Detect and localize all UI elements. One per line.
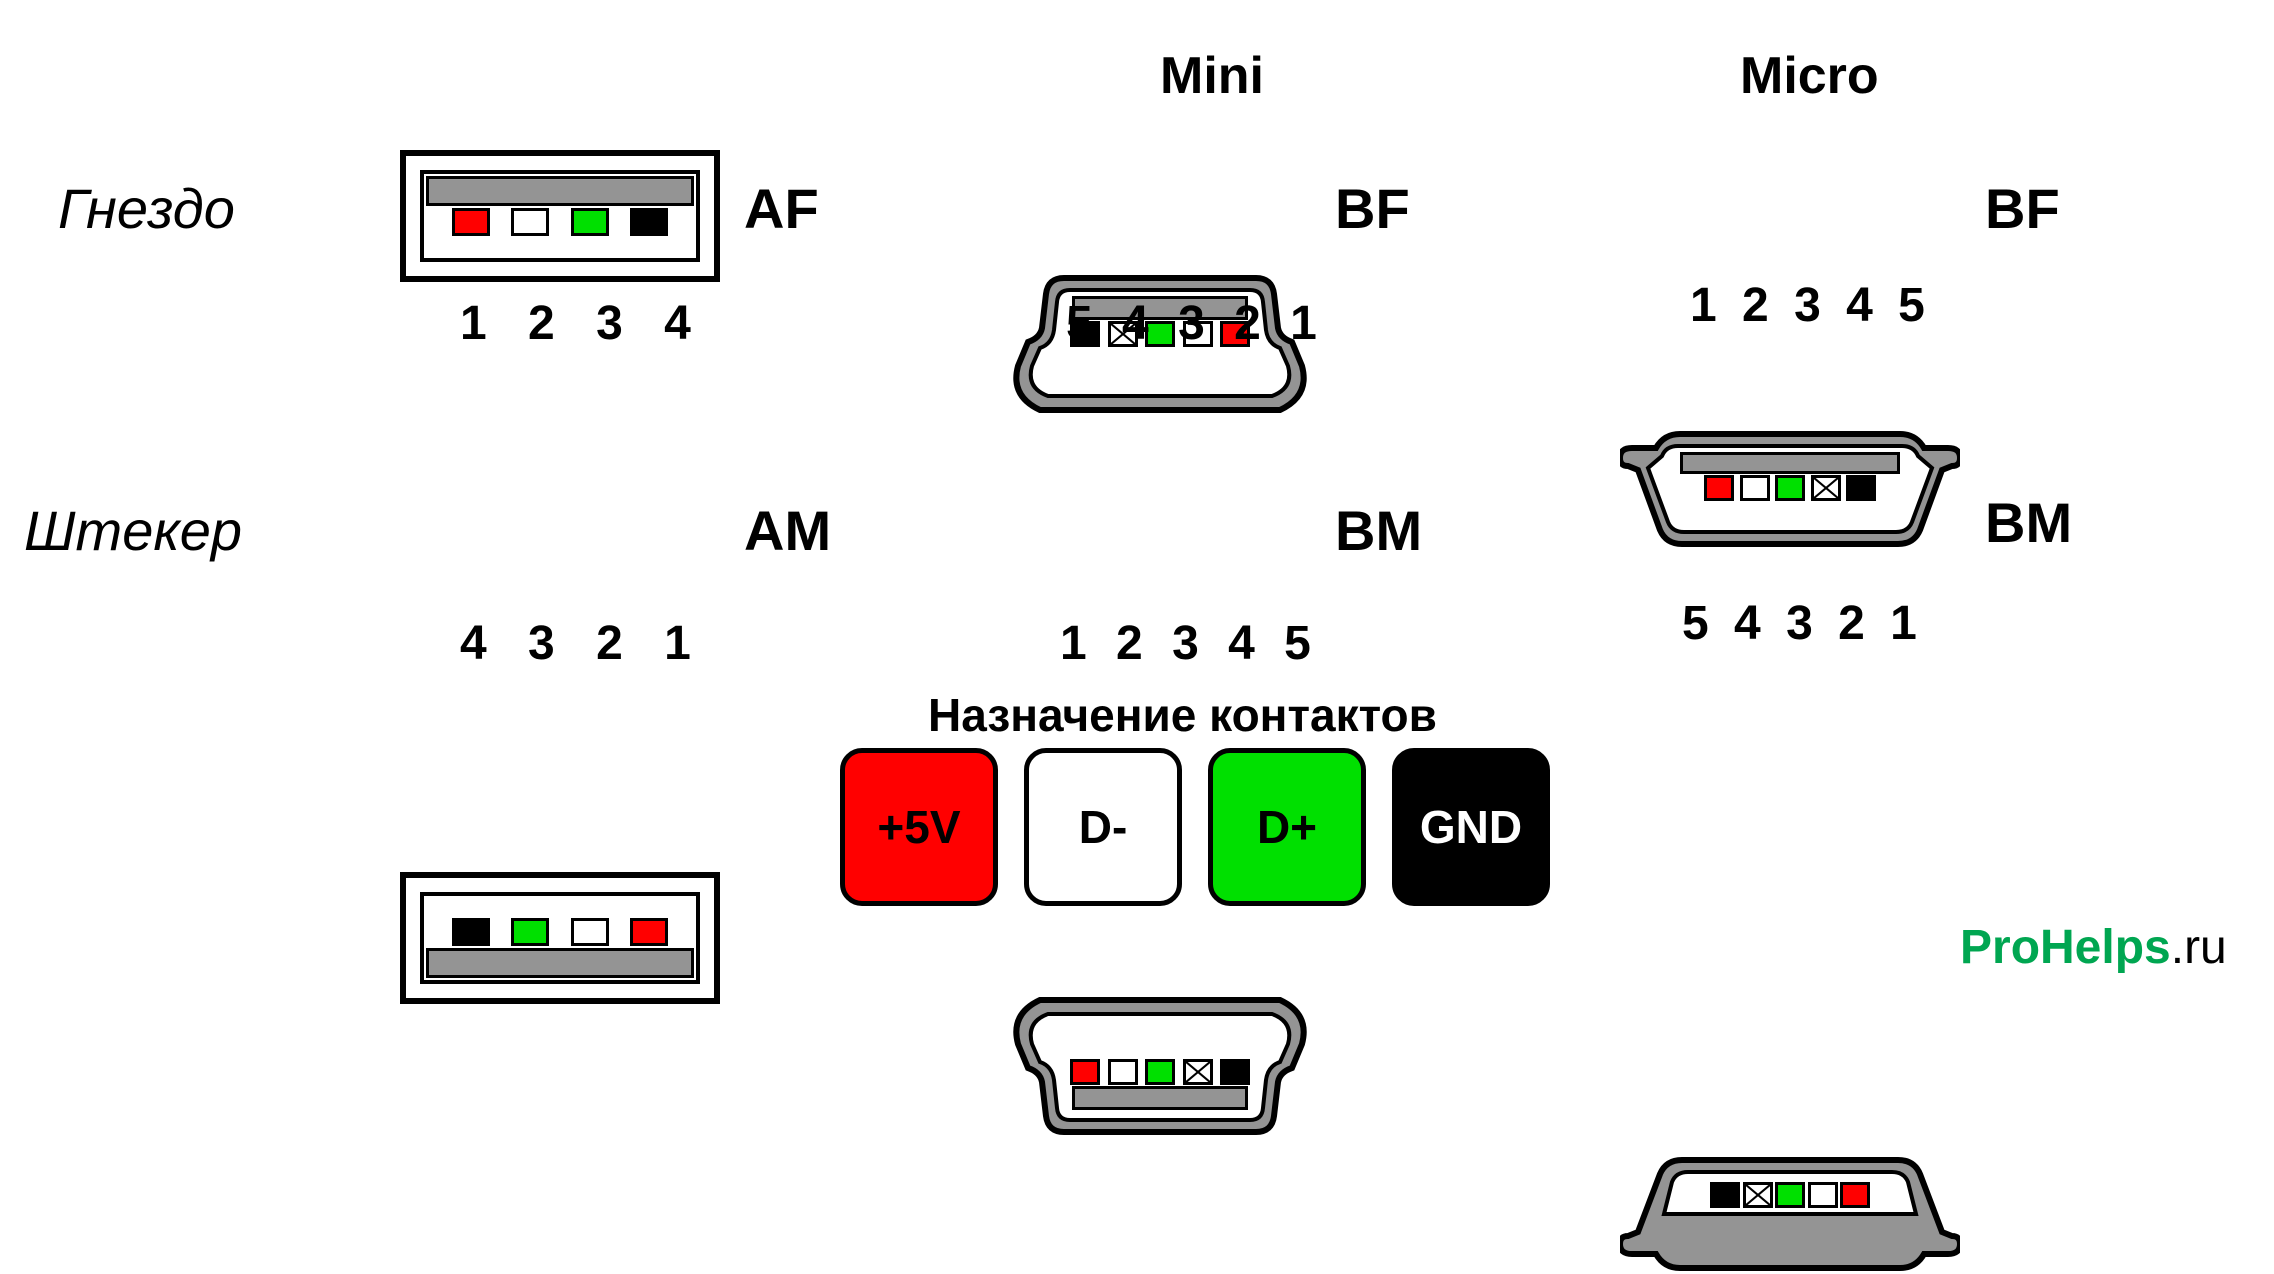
- pin-black: [452, 918, 490, 946]
- usb-pinout-diagram: Mini Micro Гнездо Штекер AF 1 2 3 4 BF 5…: [0, 0, 2274, 988]
- watermark-tld: .ru: [2171, 921, 2227, 974]
- pin-red: [452, 208, 490, 236]
- pin-green: [511, 918, 549, 946]
- legend-item-plus5v: +5V: [840, 748, 998, 906]
- type-code-bf-micro: BF: [1985, 176, 2060, 241]
- header-mini: Mini: [1160, 46, 1264, 106]
- pin-black: [630, 208, 668, 236]
- header-micro: Micro: [1740, 46, 1879, 106]
- pin-numbers-am: 4 3 2 1: [460, 616, 705, 671]
- connector-micro-usb-male: [1620, 1154, 1960, 1274]
- pin-white: [511, 208, 549, 236]
- connector-usb-a-female: [400, 150, 720, 282]
- pin-numbers-bm-micro: 5 4 3 2 1: [1682, 596, 1923, 651]
- connector-micro-usb-female: [1620, 426, 1960, 546]
- row-label-plug: Штекер: [24, 498, 242, 563]
- pins-bm-mini: [1070, 1059, 1250, 1085]
- pins-af: [452, 208, 668, 236]
- legend-row: +5VD-D+GND: [840, 748, 1550, 906]
- pin-numbers-bf-mini: 5 4 3 2 1: [1066, 296, 1325, 351]
- pin-id: [1183, 1059, 1213, 1085]
- type-code-bm-mini: BM: [1335, 498, 1422, 563]
- pin-id: [1811, 475, 1841, 501]
- pin-black: [1846, 475, 1876, 501]
- legend-item-dminus: D-: [1024, 748, 1182, 906]
- connector-mini-usb-male: [1010, 988, 1310, 1138]
- pin-numbers-bm-mini: 1 2 3 4 5: [1060, 616, 1319, 671]
- connector-usb-a-male: [400, 872, 720, 1004]
- pin-white: [571, 918, 609, 946]
- legend-item-dplus: D+: [1208, 748, 1366, 906]
- pin-green: [1775, 1182, 1805, 1208]
- type-code-am: AM: [744, 498, 831, 563]
- pin-red: [1840, 1182, 1870, 1208]
- legend-title: Назначение контактов: [928, 688, 1437, 742]
- pin-red: [1070, 1059, 1100, 1085]
- pin-id: [1743, 1182, 1773, 1208]
- type-code-af: AF: [744, 176, 819, 241]
- pin-green: [571, 208, 609, 236]
- pins-am: [452, 918, 668, 946]
- pin-black: [1710, 1182, 1740, 1208]
- watermark-brand: ProHelps: [1960, 921, 2171, 974]
- pins-bm-micro: [1710, 1182, 1870, 1208]
- pin-numbers-bf-micro: 1 2 3 4 5: [1690, 278, 1931, 333]
- legend-item-gnd: GND: [1392, 748, 1550, 906]
- pins-bf-micro: [1704, 475, 1876, 501]
- pin-white: [1808, 1182, 1838, 1208]
- row-label-socket: Гнездо: [58, 176, 235, 241]
- pin-red: [1704, 475, 1734, 501]
- pin-green: [1775, 475, 1805, 501]
- pin-white: [1740, 475, 1770, 501]
- pin-white: [1108, 1059, 1138, 1085]
- watermark: ProHelps.ru: [1960, 920, 2227, 975]
- pin-red: [630, 918, 668, 946]
- type-code-bf-mini: BF: [1335, 176, 1410, 241]
- pin-green: [1145, 1059, 1175, 1085]
- pin-numbers-af: 1 2 3 4: [460, 296, 705, 351]
- pin-black: [1220, 1059, 1250, 1085]
- type-code-bm-micro: BM: [1985, 490, 2072, 555]
